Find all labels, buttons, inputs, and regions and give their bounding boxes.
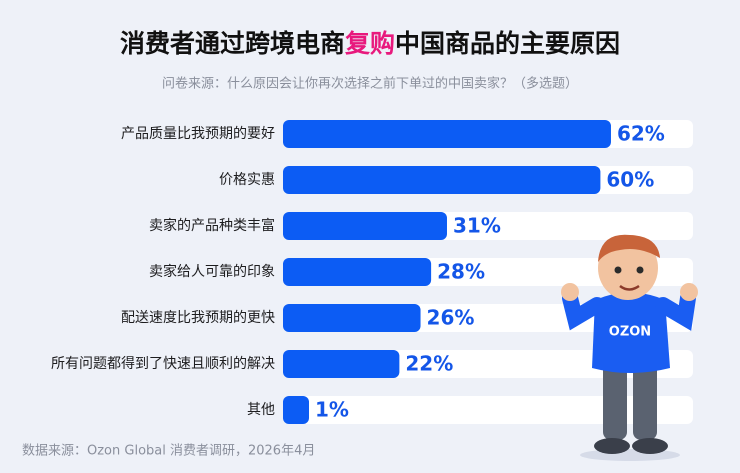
title-part: 复购 [345,29,395,58]
value-label: 1% [315,398,349,422]
bar [283,120,611,148]
value-label: 62% [617,122,665,146]
value-label: 60% [606,168,654,192]
shoe [632,438,668,454]
category-label: 卖家的产品种类丰富 [149,217,275,234]
eye [614,266,622,274]
bar [283,304,421,332]
hair [598,234,660,262]
bar [283,212,447,240]
value-label: 26% [427,306,475,330]
mascot: OZON [561,234,698,461]
bar [283,166,601,194]
arm [655,290,696,331]
bar [283,258,432,286]
value-label: 28% [437,260,485,284]
mouth [619,284,640,291]
category-label: 产品质量比我预期的要好 [121,126,275,142]
value-label: 31% [453,214,501,238]
category-label: 卖家给人可靠的印象 [149,263,275,280]
category-label: 配送速度比我预期的更快 [121,310,275,326]
source-note: 数据来源：Ozon Global 消费者调研，2026年4月 [22,444,315,459]
bar-track [283,396,693,424]
leg [633,355,657,440]
shadow [580,449,680,461]
bar [283,396,309,424]
bar [283,350,400,378]
hand [680,283,698,301]
title-part: 中国商品的主要原因 [395,29,620,58]
category-label: 价格实惠 [219,172,275,188]
category-label: 所有问题都得到了快速且顺利的解决 [51,355,275,372]
arm [562,290,605,331]
shoe [594,438,630,454]
hoodie [592,292,670,373]
chart-subtitle: 问卷来源：什么原因会让你再次选择之前下单过的中国卖家？（多选题） [162,76,578,92]
category-label: 其他 [247,402,275,418]
value-label: 22% [405,352,453,376]
head [598,236,658,300]
leg [603,355,627,440]
hand [561,283,579,301]
eye [636,266,644,274]
title-part: 消费者通过跨境电商 [120,29,345,58]
bars: 产品质量比我预期的要好 62% 价格实惠 60% 卖家的产品种类丰富 31% 卖家给人可靠的… [51,120,693,424]
logo-text: OZON [609,325,651,340]
chart-title: 消费者通过跨境电商复购中国商品的主要原因 [120,29,620,58]
